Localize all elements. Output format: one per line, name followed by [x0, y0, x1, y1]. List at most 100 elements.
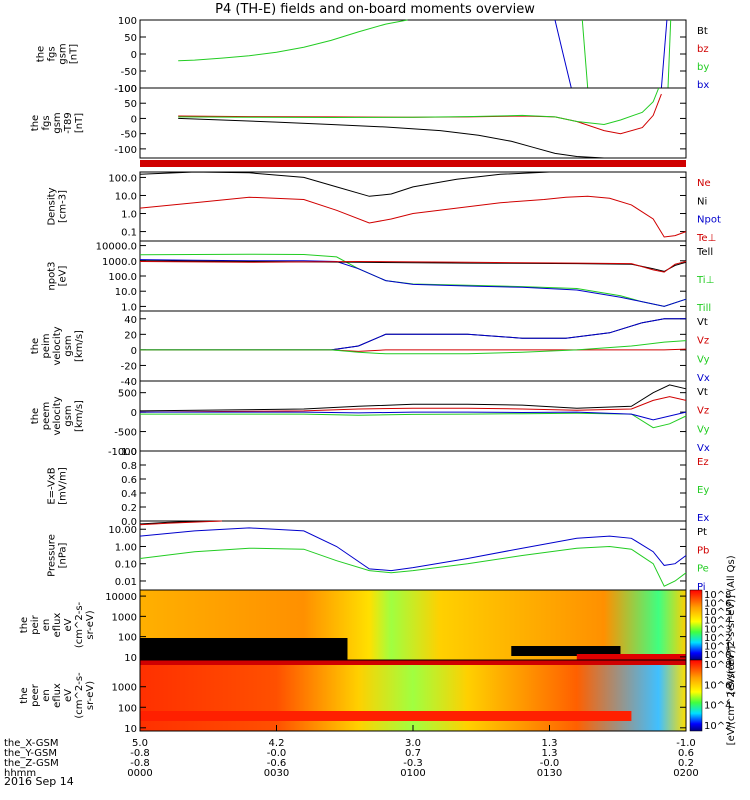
y-tick-label: 1000 [112, 612, 137, 623]
legend-entry-Pb: Pb [697, 545, 709, 556]
panel-frame [139, 310, 687, 382]
y-tick-label: 10.0 [115, 287, 137, 298]
legend-entry-Ti⊥: Ti⊥ [696, 275, 714, 286]
y-tick-label: 10000.0 [96, 242, 137, 253]
y-axis-label: the [30, 338, 41, 354]
y-axis-label: peer [30, 683, 41, 707]
y-tick-label: 0 [131, 50, 137, 61]
y-axis-label: gsm [63, 405, 74, 426]
y-tick-label: -20 [121, 361, 137, 372]
y-tick-label: 0 [131, 408, 137, 419]
y-tick-label: -100 [114, 145, 137, 156]
colorbar-label: [eV/(cm^2-s-sr-eV)] (All Qs) [726, 555, 737, 694]
y-tick-label: 0.10 [115, 560, 137, 571]
colorbar-tick-label: 10^6 [704, 680, 731, 691]
y-axis-label: velocity [52, 396, 63, 435]
y-axis-label: peim [41, 333, 52, 358]
y-axis-label: [eV] [58, 266, 69, 287]
series-line-black [139, 171, 550, 197]
y-axis-label: the [19, 617, 30, 633]
spectrogram-band [140, 660, 686, 665]
series-line-blue [660, 19, 668, 89]
y-axis-label: [nT] [69, 44, 80, 64]
colorbar [689, 659, 703, 732]
series-line-blue [139, 259, 687, 307]
legend-entry-Vy: Vy [697, 354, 710, 365]
y-tick-label: 0.2 [121, 503, 137, 514]
panel-frame [139, 240, 687, 312]
legend-entry-Vt: Vt [697, 387, 708, 398]
y-axis-label: -T89 [63, 112, 74, 134]
series-line-green [178, 19, 408, 62]
x-axis-value: 0.2 [678, 758, 694, 769]
x-axis-value: -0.3 [403, 758, 423, 769]
separator-band [140, 160, 686, 167]
legend-entry-Tell: Tell [696, 247, 713, 258]
legend-entry-Till: Till [696, 303, 711, 314]
y-axis-label: (cm^2-s- [74, 672, 85, 719]
y-axis-label: gsm [58, 43, 69, 64]
panel-frame [139, 520, 687, 591]
y-axis-label: [km/s] [74, 400, 85, 432]
x-axis-value: -1.0 [676, 738, 696, 749]
y-tick-label: 1.0 [121, 210, 137, 221]
y-axis-label: E=-VxB [47, 467, 58, 504]
y-tick-label: 100 [118, 633, 137, 644]
series-line-black [139, 384, 687, 412]
y-tick-label: 1.0 [121, 302, 137, 313]
y-tick-label: 0.8 [121, 461, 137, 472]
series-line-green [140, 412, 687, 429]
y-axis-label: Pressure [47, 534, 58, 577]
series-line-red [139, 260, 687, 273]
y-axis-label: the [30, 408, 41, 424]
x-axis-value: -0.6 [267, 758, 287, 769]
colorbar-tick-label: 10^8 [704, 590, 731, 601]
legend-entry-Ey: Ey [697, 485, 709, 496]
legend-entry-by: by [697, 62, 709, 73]
legend-entry-Vz: Vz [697, 336, 709, 347]
y-tick-label: 1000.0 [102, 257, 137, 268]
panel-frame [139, 87, 687, 159]
y-tick-label: -100 [114, 84, 137, 95]
y-axis-label: [km/s] [74, 330, 85, 362]
colorbar-label: [eV/(cm^2-s-sr-eV)] [726, 646, 737, 746]
x-axis-value: 1.3 [542, 738, 558, 749]
series-line-green [140, 340, 687, 355]
legend-entry-Ne: Ne [697, 178, 711, 189]
y-axis-label: the [19, 687, 30, 703]
y-tick-label: -50 [121, 67, 137, 78]
x-axis-value: 0100 [400, 768, 425, 779]
series-line-blue [140, 411, 687, 421]
y-tick-label: 0.0 [121, 517, 137, 528]
y-tick-label: 1000 [112, 683, 137, 694]
legend-entry-bx: bx [697, 80, 709, 91]
y-tick-label: 0.01 [115, 577, 137, 588]
y-axis-label: [nT] [74, 113, 85, 133]
y-axis-label: peem [41, 402, 52, 430]
colorbar-tick-label: 10^3 [704, 624, 731, 635]
y-tick-label: 0 [131, 346, 137, 357]
panel-frame [139, 380, 687, 452]
colorbar-tick-label: 10^1 [704, 641, 731, 652]
legend-entry-Vx: Vx [697, 443, 710, 454]
x-axis-value: 0200 [673, 768, 698, 779]
colorbar-tick-label: 10^2 [704, 633, 731, 644]
x-axis-row-label: the_Y-GSM [4, 748, 57, 759]
x-axis-row-label: hhmm [4, 768, 36, 779]
colorbar-tick-label: 10^0 [704, 650, 731, 661]
legend-entry-Pe: Pe [697, 564, 709, 575]
x-axis-value: -0.8 [130, 748, 150, 759]
y-tick-label: 0.4 [121, 489, 137, 500]
y-axis-label: [cm-3] [58, 190, 69, 223]
x-axis-row-label: the_X-GSM [4, 738, 58, 749]
legend-entry-bz: bz [697, 44, 709, 55]
y-axis-label: sr-eV) [85, 610, 96, 639]
spectrogram-band [140, 711, 632, 721]
x-axis-row-label: the_Z-GSM [4, 758, 59, 769]
y-tick-label: 100 [118, 703, 137, 714]
legend-entry-Ex: Ex [697, 513, 709, 524]
series-line-red [139, 195, 687, 238]
series-line-black [178, 117, 632, 159]
y-axis-label: [nPa] [58, 542, 69, 568]
